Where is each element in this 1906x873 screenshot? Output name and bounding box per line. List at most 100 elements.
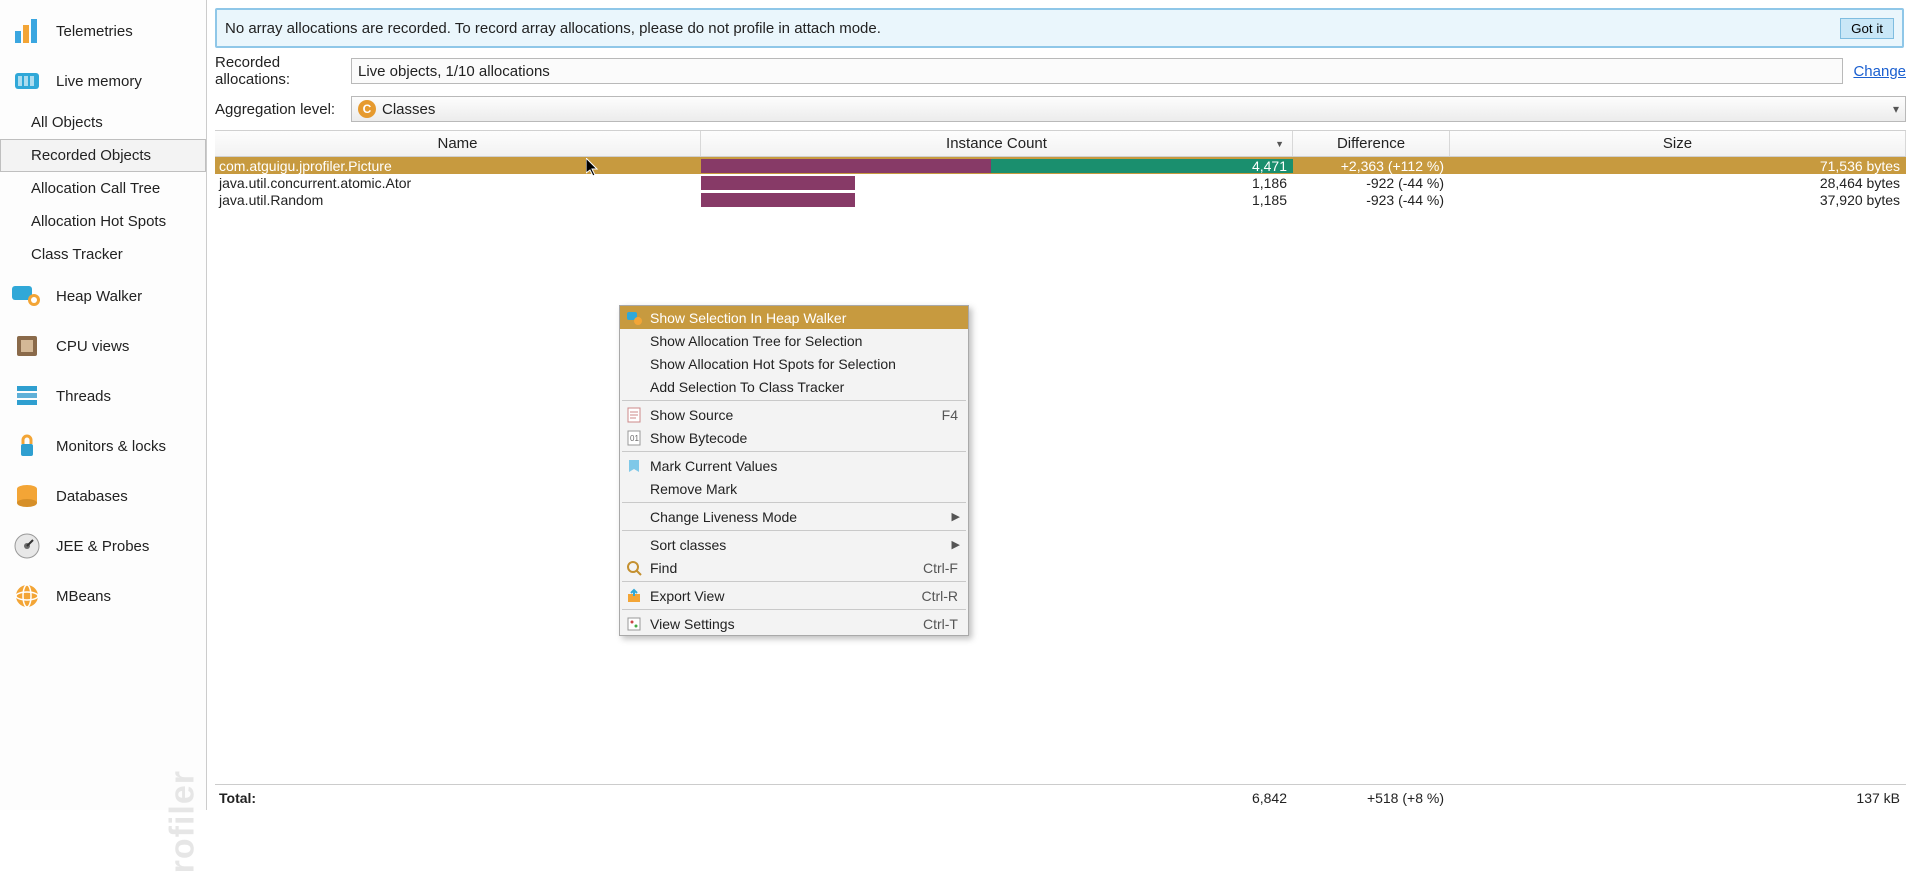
sidebar: TelemetriesLive memory All ObjectsRecord… [0, 0, 207, 810]
sidebar-item-telemetries[interactable]: Telemetries [0, 6, 206, 56]
menu-item-label: Show Allocation Tree for Selection [650, 333, 862, 349]
sidebar-item-mbeans[interactable]: MBeans [0, 571, 206, 621]
menu-item-label: Sort classes [650, 537, 726, 553]
menu-item-show-allocation-hot-spots-for-selection[interactable]: Show Allocation Hot Spots for Selection [620, 352, 968, 375]
sidebar-item-db[interactable]: Databases [0, 471, 206, 521]
sidebar-sub-all-objects[interactable]: All Objects [0, 106, 206, 139]
total-diff: +518 (+8 %) [1293, 790, 1450, 806]
menu-item-find[interactable]: Find Ctrl-F [620, 556, 968, 579]
menu-accel: Ctrl-F [923, 560, 958, 576]
menu-item-show-allocation-tree-for-selection[interactable]: Show Allocation Tree for Selection [620, 329, 968, 352]
cell-name: java.util.Random [215, 192, 701, 208]
export-icon [625, 587, 643, 605]
menu-item-add-selection-to-class-tracker[interactable]: Add Selection To Class Tracker [620, 375, 968, 398]
menu-separator [622, 400, 966, 401]
agg-value: Classes [382, 101, 435, 118]
col-name[interactable]: Name [215, 131, 701, 156]
menu-item-show-bytecode[interactable]: 01 Show Bytecode [620, 426, 968, 449]
class-badge-icon: C [358, 100, 376, 118]
recorded-value: Live objects, 1/10 allocations [351, 58, 1843, 84]
sidebar-item-locks[interactable]: Monitors & locks [0, 421, 206, 471]
sidebar-item-label: MBeans [56, 588, 111, 605]
cell-name: com.atguigu.jprofiler.Picture [215, 158, 701, 174]
cell-count: 1,185 [701, 192, 1293, 208]
settings-icon [625, 615, 643, 633]
sidebar-sub-allocation-call-tree[interactable]: Allocation Call Tree [0, 172, 206, 205]
menu-item-label: Show Bytecode [650, 430, 747, 446]
sidebar-item-label: CPU views [56, 338, 129, 355]
cell-size: 71,536 bytes [1450, 158, 1906, 174]
menu-separator [622, 451, 966, 452]
context-menu: Show Selection In Heap Walker Show Alloca… [619, 305, 969, 636]
recorded-row: Recorded allocations: Live objects, 1/10… [215, 56, 1906, 86]
menu-item-export-view[interactable]: Export View Ctrl-R [620, 584, 968, 607]
sidebar-item-cpu[interactable]: CPU views [0, 321, 206, 371]
byte-icon: 01 [625, 429, 643, 447]
heapwalker-icon [12, 281, 42, 311]
menu-item-label: Mark Current Values [650, 458, 777, 474]
threads-icon [12, 381, 42, 411]
menu-accel: F4 [942, 407, 958, 423]
menu-item-label: Show Selection In Heap Walker [650, 310, 846, 326]
menu-item-label: View Settings [650, 616, 735, 632]
cell-diff: -922 (-44 %) [1293, 175, 1450, 191]
col-size[interactable]: Size [1450, 131, 1906, 156]
table: Name Instance Count Difference Size com.… [215, 130, 1906, 810]
menu-item-show-selection-in-heap-walker[interactable]: Show Selection In Heap Walker [620, 306, 968, 329]
sidebar-item-label: Heap Walker [56, 288, 142, 305]
find-icon [625, 559, 643, 577]
info-bar: No array allocations are recorded. To re… [215, 8, 1904, 48]
cell-count: 1,186 [701, 175, 1293, 191]
recorded-label: Recorded allocations: [215, 54, 351, 88]
total-label: Total: [215, 790, 701, 806]
mbeans-icon [12, 581, 42, 611]
sidebar-sub-allocation-hot-spots[interactable]: Allocation Hot Spots [0, 205, 206, 238]
gotit-button[interactable]: Got it [1840, 18, 1894, 39]
menu-item-show-source[interactable]: Show Source F4 [620, 403, 968, 426]
sidebar-item-heapwalker[interactable]: Heap Walker [0, 271, 206, 321]
locks-icon [12, 431, 42, 461]
submenu-arrow-icon: ▶ [952, 510, 960, 523]
menu-item-mark-current-values[interactable]: Mark Current Values [620, 454, 968, 477]
table-row[interactable]: java.util.Random 1,185 -923 (-44 %) 37,9… [215, 191, 1906, 208]
menu-item-label: Show Source [650, 407, 733, 423]
menu-separator [622, 502, 966, 503]
svg-text:01: 01 [630, 434, 639, 443]
menu-item-label: Find [650, 560, 677, 576]
watermark: rofiler [163, 770, 202, 873]
main: No array allocations are recorded. To re… [207, 0, 1906, 810]
sidebar-item-probes[interactable]: JEE & Probes [0, 521, 206, 571]
menu-item-remove-mark[interactable]: Remove Mark [620, 477, 968, 500]
sidebar-sub-recorded-objects[interactable]: Recorded Objects [0, 139, 206, 172]
cell-count: 4,471 [701, 158, 1293, 174]
probes-icon [12, 531, 42, 561]
sidebar-item-threads[interactable]: Threads [0, 371, 206, 421]
menu-item-label: Change Liveness Mode [650, 509, 797, 525]
menu-item-sort-classes[interactable]: Sort classes▶ [620, 533, 968, 556]
menu-item-label: Remove Mark [650, 481, 737, 497]
db-icon [12, 481, 42, 511]
menu-accel: Ctrl-R [921, 588, 958, 604]
sidebar-sub-class-tracker[interactable]: Class Tracker [0, 238, 206, 271]
change-link[interactable]: Change [1853, 63, 1906, 80]
table-row[interactable]: java.util.concurrent.atomic.Ator 1,186 -… [215, 174, 1906, 191]
heap-icon [625, 309, 643, 327]
menu-item-label: Add Selection To Class Tracker [650, 379, 844, 395]
table-row[interactable]: com.atguigu.jprofiler.Picture 4,471 +2,3… [215, 157, 1906, 174]
sidebar-item-livememory[interactable]: Live memory [0, 56, 206, 106]
menu-item-label: Export View [650, 588, 724, 604]
col-difference[interactable]: Difference [1293, 131, 1450, 156]
sidebar-item-label: Databases [56, 488, 128, 505]
telemetries-icon [12, 16, 42, 46]
mark-icon [625, 457, 643, 475]
menu-item-change-liveness-mode[interactable]: Change Liveness Mode ▶ [620, 505, 968, 528]
menu-separator [622, 530, 966, 531]
col-instance-count[interactable]: Instance Count [701, 131, 1293, 156]
sidebar-item-label: JEE & Probes [56, 538, 149, 555]
table-body: com.atguigu.jprofiler.Picture 4,471 +2,3… [215, 157, 1906, 784]
agg-dropdown[interactable]: C Classes ▾ [351, 96, 1906, 122]
menu-item-view-settings[interactable]: View SettingsCtrl-T [620, 612, 968, 635]
cell-name: java.util.concurrent.atomic.Ator [215, 175, 701, 191]
livememory-icon [12, 66, 42, 96]
menu-item-label: Show Allocation Hot Spots for Selection [650, 356, 896, 372]
